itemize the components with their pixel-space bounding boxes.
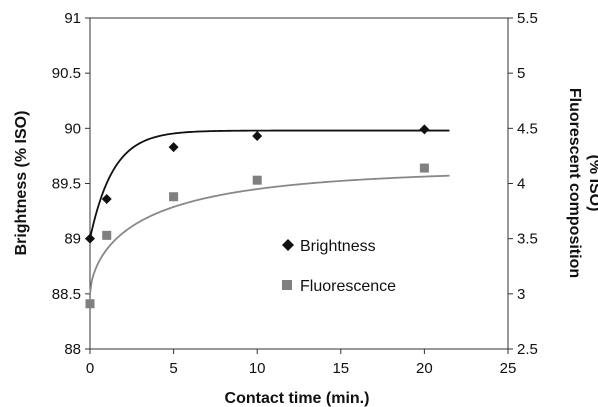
marker-brightness — [85, 233, 95, 244]
y2-tick-label: 4.5 — [517, 120, 538, 137]
y2-tick-label: 5 — [517, 65, 525, 82]
trendlines — [89, 129, 450, 294]
y2-tick-label: 3 — [517, 286, 525, 303]
y2-tick-label: 2.5 — [517, 341, 538, 358]
legend-marker-fluorescence — [282, 280, 292, 290]
x-axis: 0 5 10 15 20 25 — [86, 349, 517, 377]
data-markers — [85, 124, 430, 309]
trendline-brightness — [89, 129, 450, 239]
marker-fluorescence — [169, 192, 179, 202]
marker-fluorescence — [85, 299, 95, 309]
y-tick-label: 91 — [64, 10, 81, 27]
y-tick-label: 89.5 — [52, 176, 81, 193]
trendline-fluorescence — [89, 174, 450, 294]
x-tick-label: 20 — [416, 360, 433, 377]
marker-fluorescence — [102, 230, 112, 240]
x-tick-label: 0 — [86, 360, 94, 377]
y-axis-title: Brightness (% ISO) — [13, 111, 30, 256]
y-tick-label: 90 — [64, 120, 81, 137]
legend-marker-brightness — [282, 239, 294, 251]
y2-tick-label: 3.5 — [517, 231, 538, 248]
marker-fluorescence — [419, 163, 429, 173]
legend-label-brightness: Brightness — [300, 238, 376, 255]
y-tick-label: 89 — [64, 231, 81, 248]
y2-tick-label: 4 — [517, 176, 525, 193]
y-tick-label: 90.5 — [52, 65, 81, 82]
y-tick-label: 88.5 — [52, 286, 81, 303]
marker-brightness — [168, 142, 179, 153]
y-tick-label: 88 — [64, 341, 81, 358]
x-axis-title: Contact time (min.) — [225, 390, 370, 407]
marker-fluorescence — [252, 175, 262, 185]
y-axis-right: 5.5 5 4.5 4 3.5 3 2.5 — [508, 10, 538, 358]
marker-brightness — [419, 124, 430, 135]
y2-tick-label: 5.5 — [517, 10, 538, 27]
marker-brightness — [101, 193, 112, 204]
y2-axis-title-line1: Fluorescent composition — [566, 88, 583, 278]
legend-label-fluorescence: Fluorescence — [300, 278, 396, 295]
y-axis-left: 91 90.5 90 89.5 89 88.5 88 — [52, 10, 90, 358]
x-tick-label: 10 — [249, 360, 266, 377]
x-tick-label: 15 — [332, 360, 349, 377]
y2-axis-title-line2: (% ISO) — [586, 155, 598, 212]
x-tick-label: 5 — [169, 360, 177, 377]
marker-brightness — [252, 131, 263, 142]
x-tick-label: 25 — [500, 360, 517, 377]
legend: Brightness Fluorescence — [282, 238, 396, 295]
